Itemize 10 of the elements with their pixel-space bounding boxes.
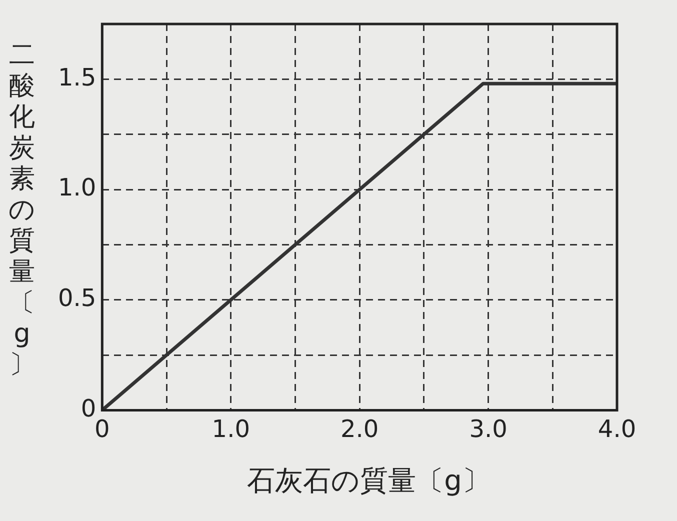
x-tick-label: 2.0	[340, 414, 379, 443]
y-tick-label: 0	[80, 394, 96, 422]
y-tick-label: 1.0	[58, 174, 96, 202]
x-tick-label: 3.0	[469, 414, 508, 443]
text: 二酸化炭素の質量〔g〕	[8, 40, 36, 380]
x-tick-label: 1.0	[212, 414, 250, 443]
y-tick-label: 1.5	[58, 63, 96, 92]
y-tick-label: 0.5	[58, 284, 96, 312]
x-tick-label: 4.0	[598, 414, 636, 443]
x-axis-title: 石灰石の質量〔g〕	[246, 463, 491, 499]
